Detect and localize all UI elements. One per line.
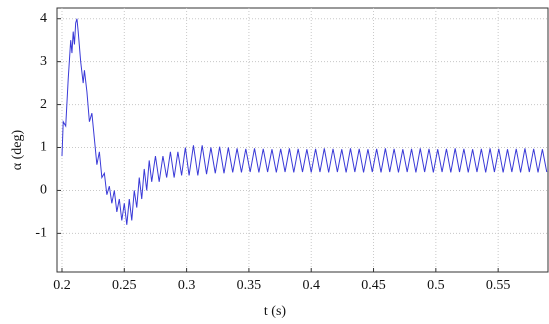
y-tick-label: -1 [35, 226, 47, 241]
x-tick-label: 0.5 [427, 278, 445, 293]
x-tick-label: 0.35 [237, 278, 262, 293]
y-tick-label: 0 [40, 183, 47, 198]
y-tick-label: 1 [40, 140, 47, 155]
y-axis-label: α (deg) [10, 129, 25, 170]
x-tick-label: 0.25 [112, 278, 137, 293]
y-tick-label: 3 [40, 54, 47, 69]
x-tick-label: 0.55 [486, 278, 511, 293]
y-tick-label: 4 [40, 11, 47, 26]
x-tick-label: 0.45 [361, 278, 386, 293]
x-tick-label: 0.2 [53, 278, 71, 293]
plot-frame [56, 7, 549, 273]
y-tick-label: 2 [40, 97, 47, 112]
x-tick-label: 0.4 [302, 278, 320, 293]
x-axis-label: t (s) [264, 304, 287, 319]
data-line [61, 18, 548, 225]
x-tick-label: 0.3 [178, 278, 196, 293]
